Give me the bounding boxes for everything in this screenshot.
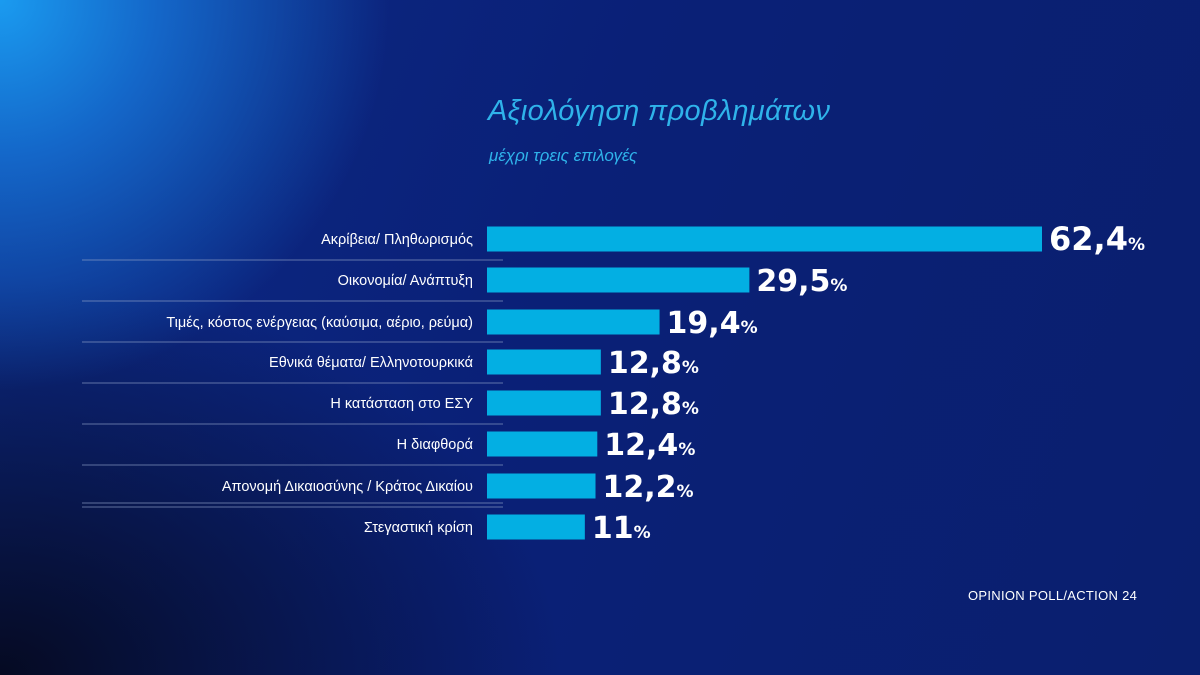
value-label: 11% bbox=[592, 511, 651, 546]
percent-unit: % bbox=[830, 276, 847, 296]
percent-unit: % bbox=[682, 399, 699, 419]
percent-unit: % bbox=[1128, 235, 1145, 255]
chart-title: Αξιολόγηση προβλημάτων bbox=[488, 95, 831, 127]
bar bbox=[487, 514, 585, 540]
value-label: 12,8% bbox=[608, 346, 699, 381]
value-label: 19,4% bbox=[667, 306, 758, 341]
bar bbox=[487, 473, 596, 499]
percent-unit: % bbox=[682, 358, 699, 378]
percent-unit: % bbox=[741, 318, 758, 338]
bar bbox=[487, 431, 598, 457]
category-label: Οικονομία/ Ανάπτυξη bbox=[338, 273, 473, 289]
chart-subtitle: μέχρι τρεις επιλογές bbox=[489, 146, 638, 165]
percent-unit: % bbox=[634, 523, 651, 543]
value-label: 12,8% bbox=[608, 387, 699, 422]
bar bbox=[487, 309, 660, 335]
percent-unit: % bbox=[677, 482, 694, 502]
value-label: 29,5% bbox=[756, 264, 847, 299]
category-label: Απονομή Δικαιοσύνης / Κράτος Δικαίου bbox=[222, 479, 473, 495]
category-label: Τιμές, κόστος ενέργειας (καύσιμα, αέριο,… bbox=[166, 315, 473, 331]
category-label: Ακρίβεια/ Πληθωρισμός bbox=[321, 232, 473, 248]
category-label: Στεγαστική κρίση bbox=[364, 520, 473, 536]
value-label: 62,4% bbox=[1049, 220, 1145, 258]
value-label: 12,4% bbox=[604, 428, 695, 463]
source-label: OPINION POLL/ACTION 24 bbox=[968, 588, 1138, 603]
bar bbox=[487, 267, 750, 293]
bar bbox=[487, 390, 601, 416]
category-label: Η κατάσταση στο ΕΣΥ bbox=[330, 396, 473, 412]
bar bbox=[487, 226, 1042, 252]
value-label: 12,2% bbox=[603, 470, 694, 505]
bar bbox=[487, 349, 601, 375]
category-label: Εθνικά θέματα/ Ελληνοτουρκικά bbox=[269, 355, 473, 371]
percent-unit: % bbox=[678, 440, 695, 460]
category-label: Η διαφθορά bbox=[397, 437, 473, 453]
